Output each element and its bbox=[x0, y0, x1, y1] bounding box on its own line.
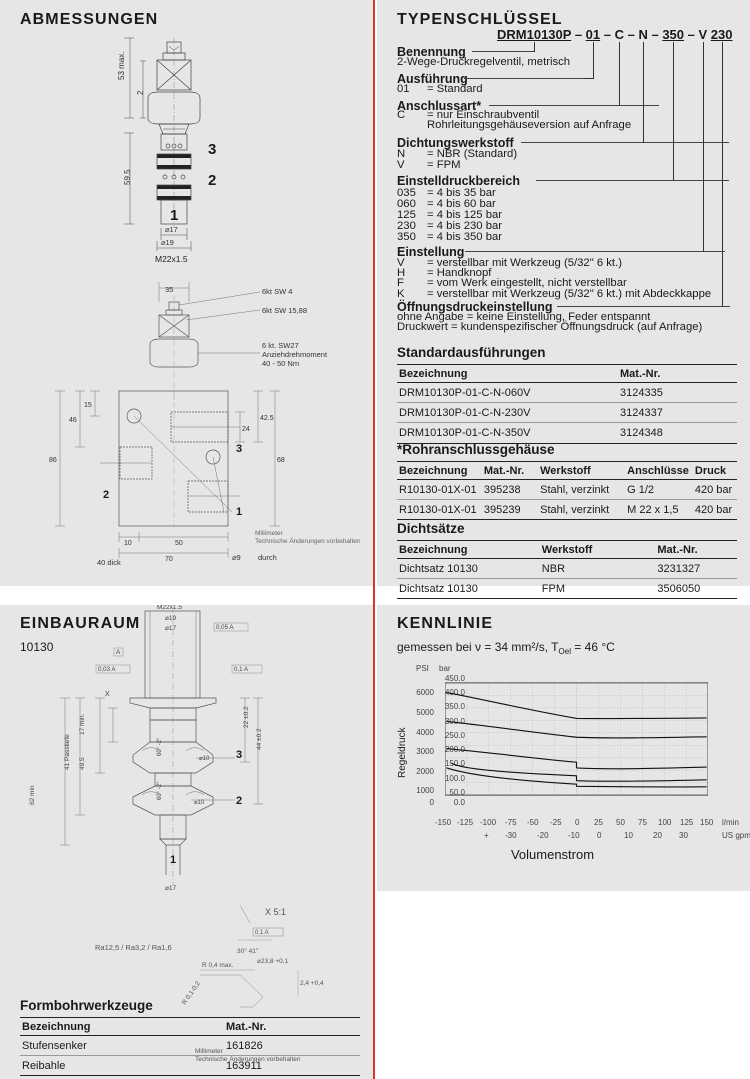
svg-text:3: 3 bbox=[236, 443, 242, 455]
svg-text:15: 15 bbox=[84, 402, 92, 409]
svg-text:24: 24 bbox=[242, 426, 250, 433]
svg-text:59.5: 59.5 bbox=[123, 169, 132, 185]
svg-text:⌀23,8 +0,1: ⌀23,8 +0,1 bbox=[257, 958, 289, 965]
svg-text:46: 46 bbox=[69, 417, 77, 424]
svg-text:Ra12,5 / Ra3,2 / Ra1,6: Ra12,5 / Ra3,2 / Ra1,6 bbox=[95, 943, 172, 952]
svg-text:2: 2 bbox=[103, 489, 109, 501]
svg-text:6kt SW 4: 6kt SW 4 bbox=[262, 287, 292, 296]
svg-text:1: 1 bbox=[170, 207, 178, 224]
svg-text:⌀9: ⌀9 bbox=[232, 553, 241, 562]
svg-text:86: 86 bbox=[49, 457, 57, 464]
svg-text:⌀19: ⌀19 bbox=[161, 238, 174, 247]
svg-text:70: 70 bbox=[165, 556, 173, 563]
svg-text:40 - 50 Nm: 40 - 50 Nm bbox=[262, 359, 299, 368]
svg-text:Technische Änderungen vorbehal: Technische Änderungen vorbehalten bbox=[255, 537, 361, 545]
svg-text:2,4 +0,4: 2,4 +0,4 bbox=[300, 980, 324, 987]
svg-text:X 5:1: X 5:1 bbox=[265, 907, 286, 917]
svg-text:durch: durch bbox=[258, 553, 277, 562]
svg-text:3: 3 bbox=[208, 141, 216, 158]
svg-text:40 dick: 40 dick bbox=[97, 558, 121, 567]
svg-text:M22x1.5: M22x1.5 bbox=[155, 254, 188, 264]
svg-text:10: 10 bbox=[124, 540, 132, 547]
svg-text:6 kt. SW27: 6 kt. SW27 bbox=[262, 341, 299, 350]
svg-text:2: 2 bbox=[208, 172, 216, 189]
svg-text:35: 35 bbox=[165, 285, 173, 294]
svg-text:0,1 A: 0,1 A bbox=[255, 930, 269, 936]
svg-text:6kt SW 15,88: 6kt SW 15,88 bbox=[262, 306, 307, 315]
svg-text:⌀17: ⌀17 bbox=[165, 225, 178, 234]
svg-text:30° 41": 30° 41" bbox=[237, 947, 259, 955]
svg-text:50: 50 bbox=[175, 540, 183, 547]
svg-text:R 0,4 max.: R 0,4 max. bbox=[202, 962, 234, 969]
svg-text:2: 2 bbox=[136, 90, 145, 95]
svg-text:53 max.: 53 max. bbox=[117, 52, 126, 80]
svg-text:1: 1 bbox=[236, 506, 242, 518]
svg-text:68: 68 bbox=[277, 457, 285, 464]
svg-text:42.5: 42.5 bbox=[260, 415, 274, 422]
svg-text:Millimeter: Millimeter bbox=[255, 530, 284, 537]
svg-text:Anziehdrehmoment: Anziehdrehmoment bbox=[262, 350, 328, 359]
